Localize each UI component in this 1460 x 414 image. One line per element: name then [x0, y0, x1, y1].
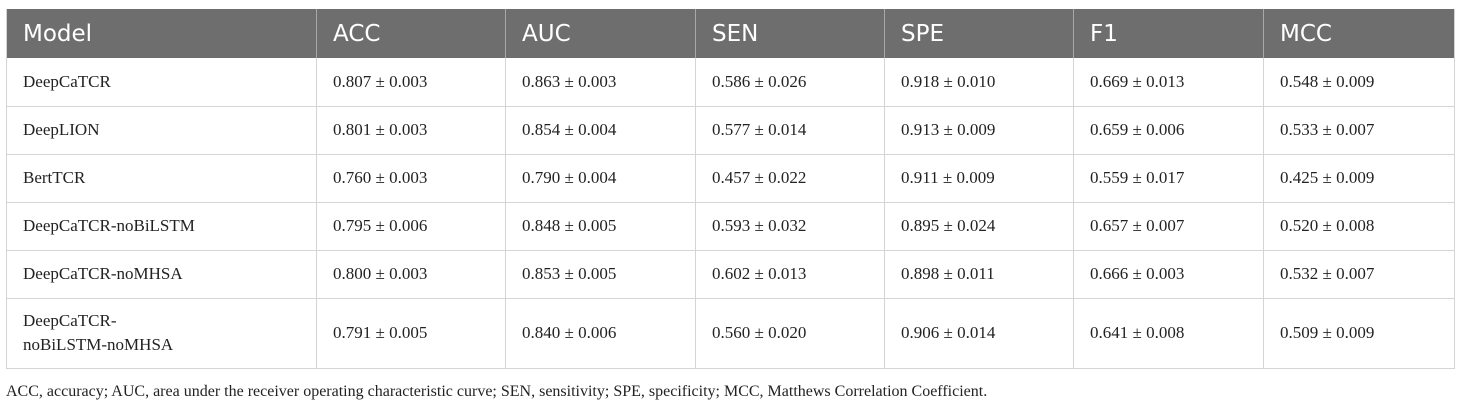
table-row: BertTCR 0.760 ± 0.003 0.790 ± 0.004 0.45…	[6, 154, 1455, 203]
cell-acc: 0.760 ± 0.003	[316, 154, 506, 203]
cell-f1: 0.659 ± 0.006	[1073, 106, 1264, 155]
cell-auc: 0.790 ± 0.004	[505, 154, 696, 203]
cell-acc: 0.800 ± 0.003	[316, 250, 506, 299]
cell-sen: 0.593 ± 0.032	[695, 202, 885, 251]
column-header-auc: AUC	[505, 9, 696, 58]
table-row: DeepCaTCR-noMHSA 0.800 ± 0.003 0.853 ± 0…	[6, 250, 1455, 299]
cell-mcc: 0.509 ± 0.009	[1263, 298, 1455, 369]
cell-f1: 0.657 ± 0.007	[1073, 202, 1264, 251]
cell-acc: 0.795 ± 0.006	[316, 202, 506, 251]
cell-f1: 0.666 ± 0.003	[1073, 250, 1264, 299]
cell-model-line2: noBiLSTM-noMHSA	[23, 335, 174, 354]
table-footnote: ACC, accuracy; AUC, area under the recei…	[6, 383, 988, 400]
cell-model: DeepCaTCR-noBiLSTM-noMHSA	[6, 298, 317, 369]
column-header-model: Model	[6, 9, 317, 58]
results-table: Model ACC AUC SEN SPE F1 MCC DeepCaTCR 0…	[6, 9, 1455, 369]
cell-model: DeepCaTCR-noBiLSTM	[6, 202, 317, 251]
cell-f1: 0.641 ± 0.008	[1073, 298, 1264, 369]
cell-f1: 0.669 ± 0.013	[1073, 58, 1264, 107]
cell-auc: 0.854 ± 0.004	[505, 106, 696, 155]
table-row: DeepCaTCR-noBiLSTM 0.795 ± 0.006 0.848 ±…	[6, 202, 1455, 251]
cell-sen: 0.602 ± 0.013	[695, 250, 885, 299]
cell-spe: 0.918 ± 0.010	[884, 58, 1074, 107]
cell-f1: 0.559 ± 0.017	[1073, 154, 1264, 203]
cell-model: BertTCR	[6, 154, 317, 203]
cell-spe: 0.913 ± 0.009	[884, 106, 1074, 155]
table-header-row: Model ACC AUC SEN SPE F1 MCC	[6, 9, 1455, 58]
cell-mcc: 0.533 ± 0.007	[1263, 106, 1455, 155]
results-table-container: Model ACC AUC SEN SPE F1 MCC DeepCaTCR 0…	[6, 9, 1455, 369]
cell-auc: 0.863 ± 0.003	[505, 58, 696, 107]
cell-spe: 0.898 ± 0.011	[884, 250, 1074, 299]
cell-model-line1: DeepCaTCR-	[23, 311, 117, 330]
cell-sen: 0.577 ± 0.014	[695, 106, 885, 155]
cell-spe: 0.906 ± 0.014	[884, 298, 1074, 369]
table-row: DeepCaTCR 0.807 ± 0.003 0.863 ± 0.003 0.…	[6, 58, 1455, 107]
cell-mcc: 0.425 ± 0.009	[1263, 154, 1455, 203]
table-row: DeepLION 0.801 ± 0.003 0.854 ± 0.004 0.5…	[6, 106, 1455, 155]
cell-model: DeepCaTCR	[6, 58, 317, 107]
cell-sen: 0.457 ± 0.022	[695, 154, 885, 203]
cell-sen: 0.586 ± 0.026	[695, 58, 885, 107]
cell-mcc: 0.532 ± 0.007	[1263, 250, 1455, 299]
cell-spe: 0.911 ± 0.009	[884, 154, 1074, 203]
column-header-f1: F1	[1073, 9, 1264, 58]
cell-spe: 0.895 ± 0.024	[884, 202, 1074, 251]
cell-acc: 0.807 ± 0.003	[316, 58, 506, 107]
table-row: DeepCaTCR-noBiLSTM-noMHSA 0.791 ± 0.005 …	[6, 298, 1455, 369]
cell-auc: 0.840 ± 0.006	[505, 298, 696, 369]
cell-model: DeepCaTCR-noMHSA	[6, 250, 317, 299]
cell-acc: 0.801 ± 0.003	[316, 106, 506, 155]
column-header-spe: SPE	[884, 9, 1074, 58]
cell-auc: 0.853 ± 0.005	[505, 250, 696, 299]
cell-model: DeepLION	[6, 106, 317, 155]
column-header-sen: SEN	[695, 9, 885, 58]
cell-mcc: 0.520 ± 0.008	[1263, 202, 1455, 251]
cell-auc: 0.848 ± 0.005	[505, 202, 696, 251]
cell-mcc: 0.548 ± 0.009	[1263, 58, 1455, 107]
column-header-mcc: MCC	[1263, 9, 1455, 58]
cell-sen: 0.560 ± 0.020	[695, 298, 885, 369]
column-header-acc: ACC	[316, 9, 506, 58]
cell-acc: 0.791 ± 0.005	[316, 298, 506, 369]
